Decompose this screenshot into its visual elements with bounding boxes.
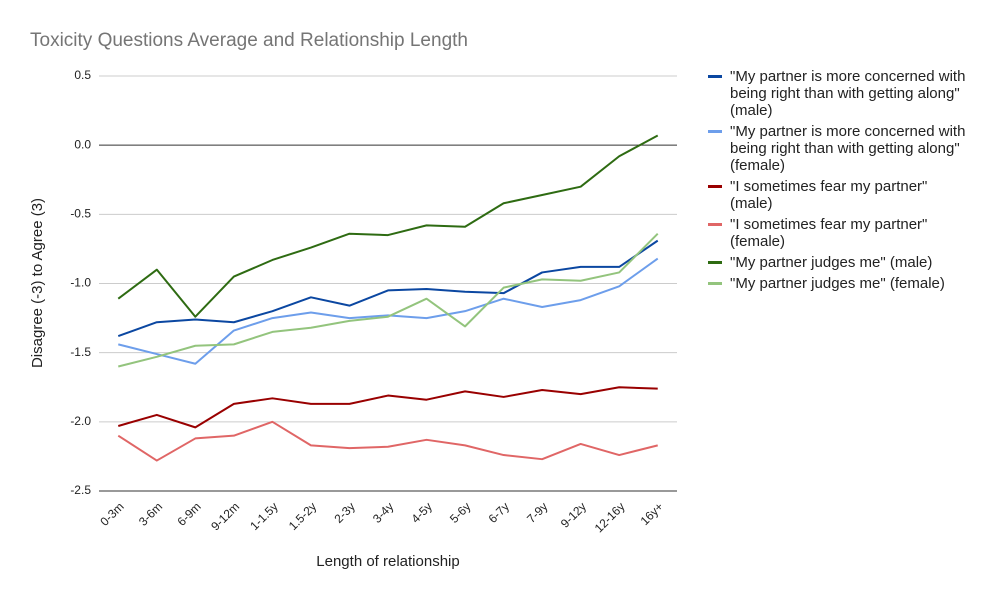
x-tick-label: 5-6y (447, 499, 473, 525)
y-tick-label: -1.5 (70, 345, 91, 359)
x-tick-label: 0-3m (97, 499, 126, 528)
x-tick-label: 2-3y (331, 499, 357, 525)
y-tick-label: -1.0 (70, 276, 91, 290)
series-line (118, 232, 659, 368)
legend-swatch (708, 185, 722, 188)
legend-swatch (708, 223, 722, 226)
legend-label: "My partner judges me" (female) (730, 275, 945, 292)
series-line (117, 420, 658, 462)
series-line (117, 386, 658, 429)
x-tick-label: 1-1.5y (247, 499, 280, 532)
legend-label: "I sometimes fear my partner" (female) (730, 216, 928, 250)
x-tick-label: 6-7y (486, 499, 512, 525)
x-tick-label: 9-12y (558, 499, 589, 530)
x-tick-label: 3-6m (136, 499, 165, 528)
y-tick-label: -0.5 (70, 207, 91, 221)
series-line (117, 239, 659, 338)
y-tick-label: -2.5 (70, 483, 91, 497)
y-tick-label: 0.0 (74, 137, 91, 151)
legend-label: "I sometimes fear my partner" (male) (730, 178, 928, 212)
legend-item: "My partner judges me" (male) (708, 254, 970, 271)
grid (99, 75, 677, 492)
legend-item: "I sometimes fear my partner" (male) (708, 178, 970, 212)
legend-swatch (708, 282, 722, 285)
chart-title: Toxicity Questions Average and Relations… (30, 30, 468, 51)
x-tick-label: 3-4y (370, 499, 396, 525)
x-tick-label: 9-12m (208, 499, 242, 533)
legend-item: "My partner is more concerned with being… (708, 123, 970, 174)
legend-swatch (708, 130, 722, 133)
x-axis-title: Length of relationship (316, 553, 459, 570)
legend-swatch (708, 261, 722, 264)
x-tick-label: 16y+ (638, 499, 667, 528)
y-tick-label: 0.5 (74, 68, 91, 82)
legend-item: "I sometimes fear my partner" (female) (708, 216, 970, 250)
legend-label: "My partner judges me" (male) (730, 254, 933, 271)
legend-swatch (708, 75, 722, 78)
x-tick-label: 12-16y (592, 499, 628, 535)
x-tick-label: 1.5-2y (286, 499, 319, 532)
series-line (117, 134, 659, 318)
y-axis-title: Disagree (-3) to Agree (3) (29, 198, 46, 368)
x-tick-label: 6-9m (174, 499, 203, 528)
x-tick-label: 4-5y (408, 499, 434, 525)
legend-label: "My partner is more concerned with being… (730, 123, 966, 174)
series-line (118, 257, 659, 365)
y-tick-label: -2.0 (70, 414, 91, 428)
x-tick-label: 7-9y (524, 499, 550, 525)
legend: "My partner is more concerned with being… (708, 68, 970, 296)
legend-item: "My partner is more concerned with being… (708, 68, 970, 119)
legend-item: "My partner judges me" (female) (708, 275, 970, 292)
legend-label: "My partner is more concerned with being… (730, 68, 966, 119)
